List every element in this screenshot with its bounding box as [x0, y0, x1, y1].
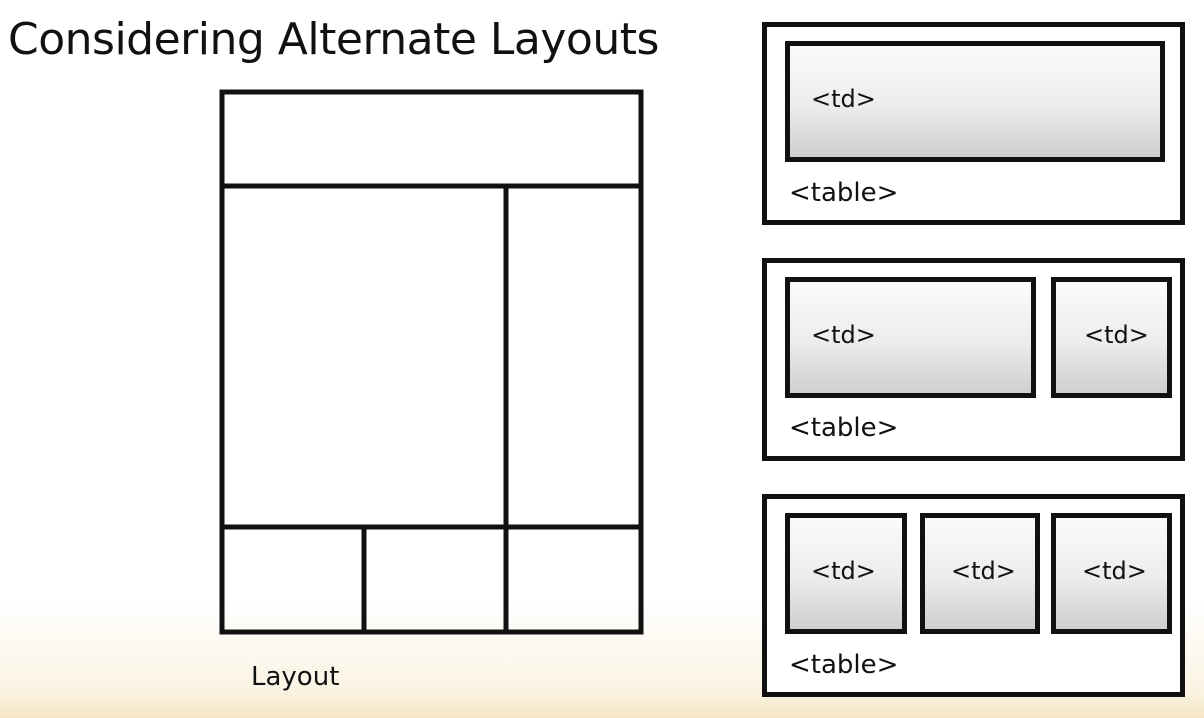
- table-label: <table>: [789, 178, 899, 208]
- table-one-cell: <td> <table>: [762, 22, 1185, 225]
- td-label: <td>: [811, 321, 876, 349]
- layout-caption: Layout: [251, 662, 340, 692]
- layout-outer-frame: [219, 89, 644, 635]
- td-cell: <td>: [1051, 513, 1172, 634]
- table-two-cells: <td> <td> <table>: [762, 258, 1185, 461]
- td-cell: <td>: [1051, 277, 1172, 398]
- slide-title: Considering Alternate Layouts: [8, 14, 659, 65]
- td-cell: <td>: [785, 277, 1036, 398]
- table-label: <table>: [789, 413, 899, 443]
- td-cell: <td>: [785, 513, 907, 634]
- layout-wireframe: [219, 89, 644, 635]
- table-three-cells: <td> <td> <td> <table>: [762, 494, 1185, 697]
- td-label: <td>: [811, 85, 876, 113]
- td-label: <td>: [811, 557, 876, 585]
- td-label: <td>: [1084, 321, 1149, 349]
- td-label: <td>: [951, 557, 1016, 585]
- td-label: <td>: [1082, 557, 1147, 585]
- td-cell: <td>: [785, 41, 1165, 162]
- table-label: <table>: [789, 650, 899, 680]
- td-cell: <td>: [920, 513, 1040, 634]
